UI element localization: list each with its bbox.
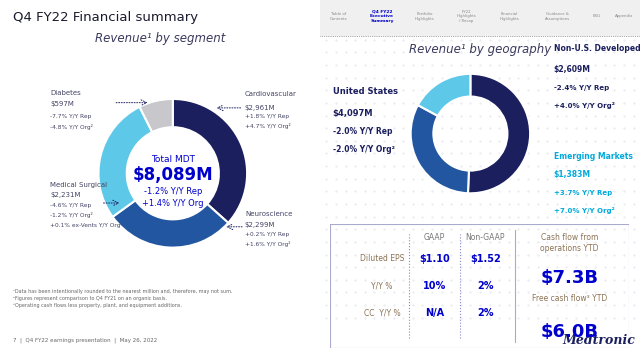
Text: $1.10: $1.10: [419, 254, 450, 264]
Text: -1.2% Y/Y Rep: -1.2% Y/Y Rep: [143, 187, 202, 196]
Text: $1,383M: $1,383M: [554, 170, 591, 179]
Text: $4,097M: $4,097M: [333, 109, 373, 118]
Text: $7.3B: $7.3B: [540, 269, 598, 287]
Text: +3.7% Y/Y Rep: +3.7% Y/Y Rep: [554, 190, 612, 196]
Text: Total MDT: Total MDT: [151, 155, 195, 164]
Text: Cash flow from
operations YTD: Cash flow from operations YTD: [540, 232, 598, 253]
Text: +1.4% Y/Y Org: +1.4% Y/Y Org: [142, 199, 204, 208]
Text: United States: United States: [333, 87, 398, 96]
Text: GAAP: GAAP: [424, 232, 445, 242]
Text: -4.8% Y/Y Org²: -4.8% Y/Y Org²: [50, 124, 93, 130]
Text: -4.6% Y/Y Rep: -4.6% Y/Y Rep: [50, 204, 92, 208]
Wedge shape: [113, 200, 228, 248]
Text: +4.0% Y/Y Org²: +4.0% Y/Y Org²: [554, 102, 614, 109]
Text: Non-U.S. Developed: Non-U.S. Developed: [554, 44, 640, 53]
Text: 10%: 10%: [423, 281, 446, 291]
Text: FY22
Highlights
/ Recap: FY22 Highlights / Recap: [456, 10, 476, 23]
Text: $6.0B: $6.0B: [540, 323, 598, 342]
Text: -2.0% Y/Y Rep: -2.0% Y/Y Rep: [333, 127, 392, 136]
Text: Diabetes: Diabetes: [50, 90, 81, 96]
Text: -2.4% Y/Y Rep: -2.4% Y/Y Rep: [554, 85, 609, 91]
Text: Cardiovascular: Cardiovascular: [245, 91, 297, 97]
Text: Free cash flow³ YTD: Free cash flow³ YTD: [532, 293, 607, 303]
Text: $2,299M: $2,299M: [245, 222, 275, 228]
Text: +0.1% ex-Vents Y/Y Org²: +0.1% ex-Vents Y/Y Org²: [50, 222, 123, 228]
Wedge shape: [173, 99, 247, 223]
Text: Medical Surgical: Medical Surgical: [50, 182, 108, 188]
Text: ESG: ESG: [593, 14, 601, 18]
Text: $1.52: $1.52: [470, 254, 500, 264]
Text: $597M: $597M: [50, 101, 74, 107]
Text: $8,089M: $8,089M: [132, 166, 213, 184]
Text: Q4 FY22
Executive
Summary: Q4 FY22 Executive Summary: [370, 10, 394, 23]
Text: 2%: 2%: [477, 281, 493, 291]
Text: Emerging Markets: Emerging Markets: [554, 152, 632, 161]
Text: CC  Y/Y %: CC Y/Y %: [364, 309, 401, 318]
Text: Neuroscience: Neuroscience: [245, 212, 292, 217]
Text: +4.7% Y/Y Org²: +4.7% Y/Y Org²: [245, 123, 291, 129]
Text: Appendix: Appendix: [615, 14, 634, 18]
Text: -1.2% Y/Y Org²: -1.2% Y/Y Org²: [50, 212, 93, 218]
Text: +7.0% Y/Y Org²: +7.0% Y/Y Org²: [554, 207, 614, 214]
Text: ¹Data has been intentionally rounded to the nearest million and, therefore, may : ¹Data has been intentionally rounded to …: [13, 289, 232, 308]
Text: Guidance &
Assumptions: Guidance & Assumptions: [545, 12, 570, 21]
Text: +1.6% Y/Y Org²: +1.6% Y/Y Org²: [245, 241, 291, 247]
Text: +0.2% Y/Y Rep: +0.2% Y/Y Rep: [245, 232, 289, 238]
Wedge shape: [411, 105, 469, 193]
Wedge shape: [140, 99, 173, 132]
Text: -7.7% Y/Y Rep: -7.7% Y/Y Rep: [50, 114, 92, 118]
Text: 7  |  Q4 FY22 earnings presentation  |  May 26, 2022: 7 | Q4 FY22 earnings presentation | May …: [13, 338, 157, 343]
Text: N/A: N/A: [425, 309, 444, 318]
Text: Table of
Contents: Table of Contents: [330, 12, 348, 21]
Text: +1.8% Y/Y Rep: +1.8% Y/Y Rep: [245, 114, 289, 119]
Text: -2.0% Y/Y Org²: -2.0% Y/Y Org²: [333, 145, 395, 154]
Text: Non-GAAP: Non-GAAP: [466, 232, 505, 242]
Text: Portfolio
Highlights: Portfolio Highlights: [415, 12, 435, 21]
Wedge shape: [468, 74, 530, 193]
Text: Q4 FY22 Financial summary: Q4 FY22 Financial summary: [13, 11, 198, 24]
Wedge shape: [418, 74, 470, 116]
Text: Medtronic: Medtronic: [562, 334, 635, 347]
Wedge shape: [99, 107, 152, 217]
Text: 2%: 2%: [477, 309, 493, 318]
Text: Revenue¹ by segment: Revenue¹ by segment: [95, 32, 225, 45]
Text: $2,231M: $2,231M: [50, 192, 81, 198]
Bar: [320, 0, 640, 36]
Text: Revenue¹ by geography: Revenue¹ by geography: [409, 43, 551, 56]
Text: Financial
Highlights: Financial Highlights: [499, 12, 519, 21]
Text: Y/Y %: Y/Y %: [371, 282, 393, 291]
Text: $2,961M: $2,961M: [245, 105, 275, 111]
Text: Diluted EPS: Diluted EPS: [360, 254, 404, 263]
Text: $2,609M: $2,609M: [554, 65, 591, 74]
